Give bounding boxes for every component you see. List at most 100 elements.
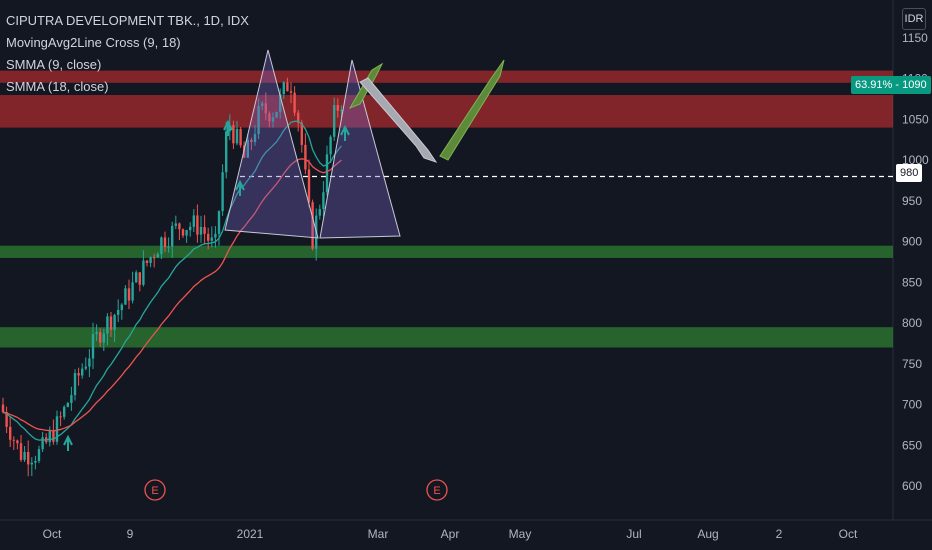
candle-body <box>210 237 213 241</box>
candle-body <box>336 105 339 111</box>
zone-resistance-0 <box>0 70 893 83</box>
candle-body <box>304 144 307 170</box>
candle-body <box>106 316 109 334</box>
candle-body <box>253 134 257 143</box>
candle-body <box>174 223 177 226</box>
tag-separator: - <box>895 79 903 91</box>
candle-body <box>99 332 102 343</box>
candle-body <box>142 260 145 285</box>
candle-body <box>167 246 170 248</box>
candle-body <box>37 449 41 462</box>
green-arrow-large <box>439 59 505 161</box>
y-tick-label: 700 <box>902 398 922 412</box>
candle-body <box>185 230 188 236</box>
candle-body <box>171 225 174 247</box>
candle-body <box>214 233 217 238</box>
candle-body <box>102 333 105 343</box>
earnings-event-marker <box>426 479 448 501</box>
smma-9-line <box>2 120 342 441</box>
y-tick-label: 950 <box>902 194 922 208</box>
candle-body <box>225 131 228 173</box>
candle-body <box>300 122 303 145</box>
zone-resistance-1 <box>0 95 893 128</box>
candle-body <box>250 139 253 143</box>
candle-body <box>138 272 141 285</box>
smma-18-line <box>2 158 342 432</box>
y-tick-label: 900 <box>902 235 922 249</box>
y-tick-label: 800 <box>902 316 922 330</box>
candle-body <box>228 125 231 132</box>
candle-body <box>275 111 278 118</box>
x-tick-label: Jul <box>626 527 641 541</box>
candle-body <box>217 211 221 234</box>
candle-body <box>124 288 127 305</box>
candle-body <box>145 260 149 263</box>
buy-signal-arrow <box>63 434 73 451</box>
pattern-triangle-right <box>319 59 401 239</box>
candle-body <box>178 223 181 230</box>
currency-unit-button[interactable]: IDR <box>902 8 926 30</box>
x-tick-label: Aug <box>697 527 718 541</box>
candle-body <box>221 172 224 212</box>
candle-body <box>55 416 59 442</box>
x-tick-label: Oct <box>839 527 858 541</box>
indicator-smma-9[interactable]: SMMA (9, close) <box>6 57 102 72</box>
candle-body <box>66 402 69 407</box>
pattern-triangle-left <box>224 49 319 239</box>
candle-body <box>189 226 192 231</box>
candle-body <box>297 112 300 123</box>
candle-body <box>131 282 134 301</box>
candle-body <box>30 462 33 465</box>
x-tick-label: 9 <box>127 527 134 541</box>
candle-body <box>81 368 84 376</box>
candle-body <box>329 136 332 155</box>
candle-body <box>1 404 5 413</box>
candle-body <box>199 227 203 235</box>
chart-legend: CIPUTRA DEVELOPMENT TBK., 1D, IDX Moving… <box>6 10 249 98</box>
candle-body <box>135 272 138 283</box>
candle-body <box>34 461 37 463</box>
candle-body <box>88 358 91 367</box>
candle-body <box>239 129 242 146</box>
candle-body <box>12 439 15 441</box>
candle-body <box>113 314 116 330</box>
level-tag-980: 980 <box>896 164 923 182</box>
candle-body <box>48 430 51 443</box>
y-tick-label: 1050 <box>902 112 929 126</box>
candle-body <box>261 103 264 106</box>
candle-body <box>19 443 23 460</box>
candle-body <box>153 257 156 259</box>
candle-body <box>27 451 30 465</box>
candle-body <box>120 304 123 311</box>
candle-body <box>333 105 336 137</box>
candle-body <box>95 332 98 335</box>
candle-body <box>203 227 206 234</box>
candle-body <box>127 288 131 301</box>
indicator-smma-18[interactable]: SMMA (18, close) <box>6 79 109 94</box>
symbol-title[interactable]: CIPUTRA DEVELOPMENT TBK., 1D, IDX <box>6 13 249 28</box>
x-tick-label: Apr <box>441 527 460 541</box>
earnings-event-label: E <box>151 485 158 497</box>
y-tick-label: 1150 <box>902 31 928 45</box>
candle-body <box>340 110 343 112</box>
candle-body <box>289 91 293 93</box>
candle-body <box>207 233 210 241</box>
candle-body <box>279 94 282 112</box>
gray-arrow-down <box>359 77 438 163</box>
candle-body <box>52 430 55 442</box>
candle-body <box>268 113 271 122</box>
y-tick-label: 750 <box>902 357 922 371</box>
zone-support-3 <box>0 327 893 348</box>
candle-body <box>325 154 329 193</box>
candle-body <box>192 215 195 227</box>
y-tick-label: 600 <box>902 479 922 493</box>
indicator-ma-cross[interactable]: MovingAvg2Line Cross (9, 18) <box>6 35 181 50</box>
candle-body <box>23 451 26 460</box>
candle-body <box>5 412 8 427</box>
candle-body <box>41 437 44 450</box>
buy-signal-arrow <box>340 124 350 141</box>
candle-body <box>246 139 249 158</box>
zone-support-2 <box>0 245 893 258</box>
x-tick-label: 2021 <box>237 527 264 541</box>
